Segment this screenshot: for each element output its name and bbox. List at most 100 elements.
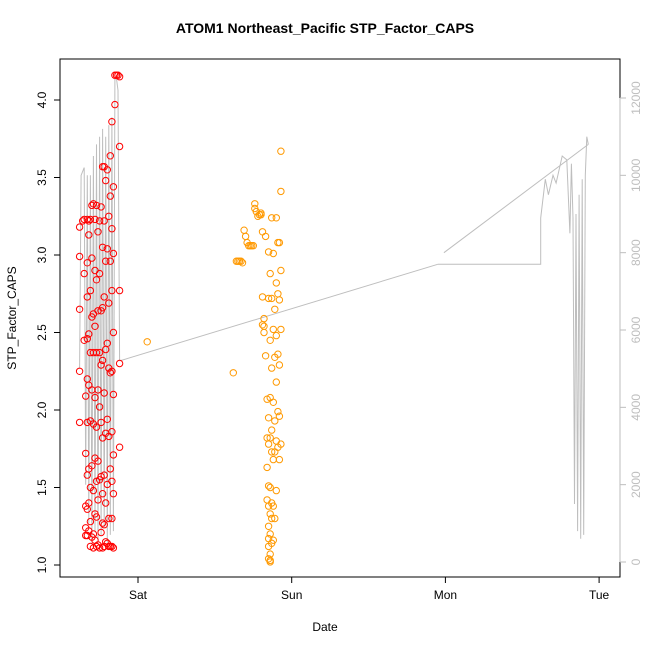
y2-tick-label: 8000 [629,239,643,266]
data-point [83,293,92,301]
data-point [272,331,280,340]
data-point [115,359,124,368]
data-point [108,225,116,233]
data-point [269,325,277,334]
data-point [277,325,285,334]
data-point [108,118,116,126]
data-point [97,528,105,537]
data-point [75,223,84,231]
x-tick-label: Sat [129,588,148,602]
data-point [266,483,274,492]
data-point [264,440,273,448]
data-point [258,321,267,329]
data-point [94,228,102,236]
data-point [88,201,96,210]
data-point [92,276,101,284]
data-point [100,389,108,397]
data-point [275,238,284,247]
secondary-line-bridge [119,263,438,362]
data-point [263,463,271,472]
x-tick-label: Mon [434,588,457,602]
data-point [105,514,113,523]
data-point [275,296,284,304]
data-point [92,348,101,357]
y-tick-label: 1.5 [35,479,49,496]
data-point [95,269,104,278]
data-point [238,259,247,267]
data-point [85,499,93,507]
y2-tick-label: 2000 [629,471,643,498]
data-point [108,514,116,523]
data-point [88,254,96,262]
data-point [94,457,102,465]
data-point [106,192,115,200]
data-point [274,407,282,416]
y-tick-label: 3.5 [35,169,49,186]
data-point [108,286,116,295]
data-point [272,486,280,495]
y2-tick-label: 10000 [629,158,643,192]
data-point [277,440,285,448]
data-point [271,514,279,523]
y2-tick-label: 12000 [629,81,643,115]
data-point [269,398,277,406]
data-point [268,364,276,372]
y-tick-label: 3.0 [35,246,49,263]
data-point [108,542,116,551]
data-point [269,249,277,258]
data-point [92,423,101,431]
x-tick-label: Tue [589,588,610,602]
data-point [75,418,84,427]
data-point [275,412,284,420]
data-point [268,294,276,303]
data-point [80,269,88,278]
data-point [103,245,112,253]
secondary-line-group [79,78,589,543]
data-point [258,228,267,236]
data-point [97,418,105,427]
data-point [83,215,92,224]
data-point [266,530,274,538]
data-point [105,299,113,307]
data-point [237,257,245,265]
data-point [98,304,107,312]
data-point [266,510,274,518]
y-tick-label: 4.0 [35,91,49,108]
data-point [95,544,104,552]
data-point [83,335,92,343]
data-point [115,443,124,451]
data-point [100,521,108,529]
points-group [75,71,285,566]
data-point [268,426,276,434]
data-point [266,336,274,344]
data-point [89,486,98,495]
data-point [272,279,280,287]
data-point [143,338,151,346]
data-point [100,293,108,301]
data-point [83,259,92,267]
data-point [275,455,284,464]
data-point [115,286,124,295]
data-point [268,214,276,222]
data-point [86,286,95,295]
y-tick-label: 2.5 [35,324,49,341]
data-point [95,403,104,411]
data-point [274,350,282,358]
data-point [106,257,115,265]
plot-frame [59,58,621,578]
data-point [106,152,115,160]
data-point [105,212,113,221]
y2-tick-label: 6000 [629,316,643,343]
data-point [94,496,102,504]
data-point [263,496,271,504]
data-point [272,214,280,222]
data-point [240,226,248,234]
data-point [103,415,112,423]
data-point [106,369,115,377]
data-point [264,522,273,530]
data-point [98,356,107,365]
data-point [264,414,273,422]
data-point [85,231,93,239]
data-point [83,471,92,479]
